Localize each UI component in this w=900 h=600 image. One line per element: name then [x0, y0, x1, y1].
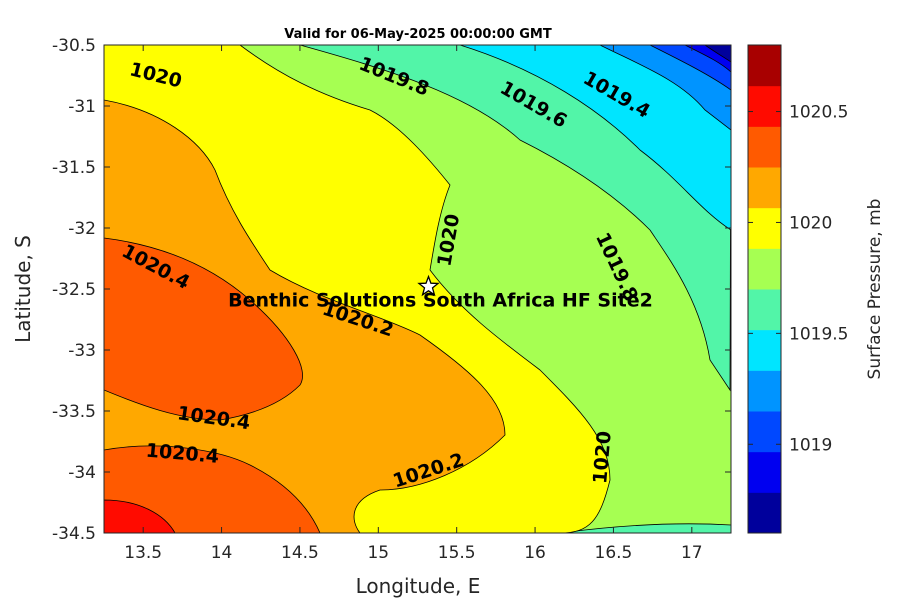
band-1020.2-1020.4-south: [104, 445, 321, 533]
site-star-icon: [417, 274, 440, 297]
contour-label: 1020: [589, 430, 616, 485]
colorbar-swatch: [748, 289, 781, 331]
colorbar: 1019 1019.5 1020 1020.5: [747, 44, 848, 534]
x-axis-label: Longitude, E: [356, 574, 481, 598]
colorbar-label: Surface Pressure, mb: [865, 199, 885, 380]
y-tick-label: -31: [68, 97, 96, 117]
site-markers: Benthic Solutions South Africa HF Site2: [228, 274, 653, 312]
y-tick-label: -34.5: [52, 524, 96, 544]
colorbar-swatch: [748, 451, 781, 493]
x-tick-label: 16: [524, 543, 546, 563]
x-tick-label: 17: [681, 543, 703, 563]
colorbar-swatch: [748, 248, 781, 290]
y-axis-ticks: -30.5 -31 -31.5 -32 -32.5 -33 -33.5 -34 -34.5: [52, 36, 731, 544]
x-tick-label: 15: [367, 543, 389, 563]
x-tick-label: 15.5: [438, 543, 476, 563]
y-tick-label: -30.5: [52, 36, 96, 56]
colorbar-frame: [747, 44, 782, 534]
site-label: Benthic Solutions South Africa HF Site2: [228, 290, 653, 312]
band-1019.4-1019.6: [459, 45, 731, 231]
colorbar-swatch: [748, 370, 781, 412]
colorbar-swatch: [748, 167, 781, 209]
y-tick-label: -32: [68, 219, 96, 239]
colorbar-tick-label: 1020.5: [789, 103, 848, 123]
y-axis-label: Latitude, S: [11, 235, 35, 343]
band-1020.0-1020.2: [104, 99, 506, 533]
x-axis-ticks: 13.5 14 14.5 15 15.5 16 16.5 17: [124, 45, 703, 563]
colorbar-swatch: [748, 207, 781, 249]
y-tick-label: -33.5: [52, 402, 96, 422]
colorbar-swatch: [748, 329, 781, 371]
x-tick-label: 13.5: [124, 543, 162, 563]
x-tick-label: 14: [211, 543, 233, 563]
y-tick-label: -32.5: [52, 280, 96, 300]
y-tick-label: -33: [68, 341, 96, 361]
colorbar-tick-label: 1019: [789, 435, 832, 455]
y-tick-label: -34: [68, 463, 96, 483]
colorbar-tick-label: 1019.5: [789, 324, 848, 344]
x-tick-label: 16.5: [595, 543, 633, 563]
colorbar-swatch: [748, 45, 781, 87]
contour-fill: [104, 45, 731, 533]
x-tick-label: 14.5: [281, 543, 319, 563]
colorbar-swatch: [748, 126, 781, 168]
band-1020.2-1020.4: [104, 237, 303, 421]
band-1018.8-1019.0: [704, 45, 731, 63]
chart-title: Valid for 06-May-2025 00:00:00 GMT: [284, 27, 552, 42]
colorbar-swatch: [748, 411, 781, 453]
colorbar-swatch: [748, 85, 781, 127]
colorbar-tick-label: 1020: [789, 213, 832, 233]
colorbar-swatch: [748, 492, 781, 534]
y-tick-label: -31.5: [52, 158, 96, 178]
